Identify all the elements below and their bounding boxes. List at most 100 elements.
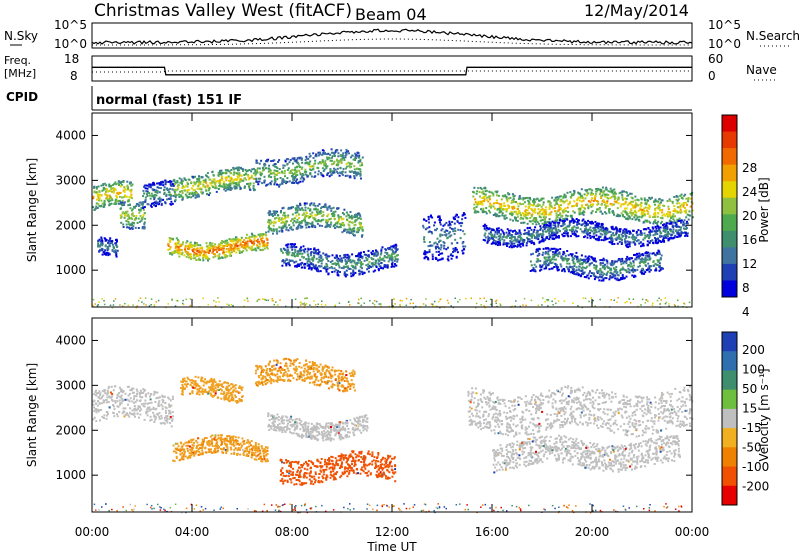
power-cell <box>293 179 296 182</box>
power-cell <box>146 203 149 206</box>
power-cell <box>95 191 98 194</box>
power-cell <box>602 239 605 242</box>
power-cell <box>274 180 277 183</box>
power-cell <box>231 187 234 190</box>
power-cell <box>605 232 608 235</box>
power-cell <box>603 201 606 203</box>
power-cell <box>257 177 260 180</box>
power-cell <box>98 250 101 253</box>
power-cell <box>158 186 160 189</box>
power-cell <box>294 248 297 251</box>
power-cell <box>377 252 379 255</box>
power-cell <box>296 252 299 255</box>
power-cell <box>303 216 306 219</box>
power-cell <box>614 277 617 280</box>
power-cell <box>490 237 493 240</box>
power-cell <box>176 245 179 248</box>
power-cell <box>266 241 269 244</box>
power-cell <box>519 243 522 246</box>
power-cell <box>292 206 294 209</box>
power-cell <box>629 217 631 220</box>
power-cell <box>244 177 246 180</box>
power-cell <box>338 222 341 225</box>
power-cell <box>518 196 521 199</box>
power-cell <box>106 251 108 254</box>
power-cell <box>346 174 349 177</box>
power-cell <box>605 193 608 196</box>
power-cell <box>194 241 197 244</box>
power-cell <box>544 209 547 212</box>
power-cell <box>472 190 474 193</box>
power-cell <box>310 254 313 257</box>
power-cell <box>212 250 215 253</box>
power-cell <box>281 229 284 232</box>
power-cell <box>207 259 209 262</box>
power-cell <box>667 232 670 235</box>
power-cell <box>314 214 317 217</box>
power-cell <box>373 253 376 256</box>
power-cell <box>640 213 643 216</box>
power-cell <box>232 247 235 250</box>
power-cell <box>217 171 220 174</box>
power-cell <box>351 230 354 233</box>
power-cell <box>609 202 612 205</box>
power-cell <box>342 265 345 268</box>
power-cell <box>221 256 224 259</box>
power-cell <box>545 216 547 219</box>
power-cell <box>219 241 222 244</box>
power-cell <box>282 179 285 182</box>
power-cell <box>527 238 530 241</box>
power-cell <box>188 253 191 256</box>
power-cell <box>454 227 457 230</box>
power-cell <box>573 205 576 208</box>
power-cell <box>220 185 223 188</box>
power-cell <box>446 258 449 261</box>
power-cell <box>169 240 171 243</box>
power-cell <box>499 239 502 242</box>
power-cell <box>522 214 525 217</box>
power-cell <box>193 245 196 248</box>
power-cell <box>168 191 171 194</box>
power-cell <box>110 242 113 244</box>
power-cell <box>283 181 285 184</box>
power-cell <box>332 206 335 209</box>
power-cell <box>507 242 510 245</box>
power-cell <box>299 222 302 225</box>
power-cell <box>290 220 292 222</box>
power-cell <box>363 259 366 262</box>
power-cell <box>181 243 184 246</box>
power-cell <box>620 243 623 245</box>
power-cell <box>217 246 220 249</box>
power-cell <box>220 173 223 176</box>
power-cell <box>291 218 294 221</box>
power-cell <box>142 201 145 204</box>
power-cell <box>294 209 297 212</box>
power-cell <box>670 234 673 237</box>
noise-search-line <box>92 38 692 46</box>
power-cell <box>609 187 612 190</box>
power-cell <box>342 152 345 155</box>
power-cell <box>283 217 286 220</box>
power-cell <box>428 241 431 244</box>
power-cell <box>516 245 519 248</box>
power-cell <box>234 178 237 181</box>
power-cell <box>122 189 125 192</box>
power-cell <box>623 203 626 205</box>
power-cell <box>566 232 569 235</box>
power-cell <box>345 260 347 263</box>
power-cell <box>628 241 631 244</box>
power-cell <box>278 230 281 233</box>
power-cell <box>189 241 192 244</box>
power-cell <box>431 244 434 247</box>
power-cell <box>163 191 166 194</box>
power-cell <box>649 205 651 208</box>
power-cell <box>123 186 126 189</box>
power-cell <box>583 224 586 227</box>
power-cell <box>333 155 336 157</box>
power-cell <box>680 226 683 229</box>
power-cell <box>198 177 201 180</box>
power-cell <box>526 212 529 215</box>
power-cell <box>622 230 625 233</box>
power-cell <box>156 186 159 189</box>
power-cell <box>318 161 321 164</box>
